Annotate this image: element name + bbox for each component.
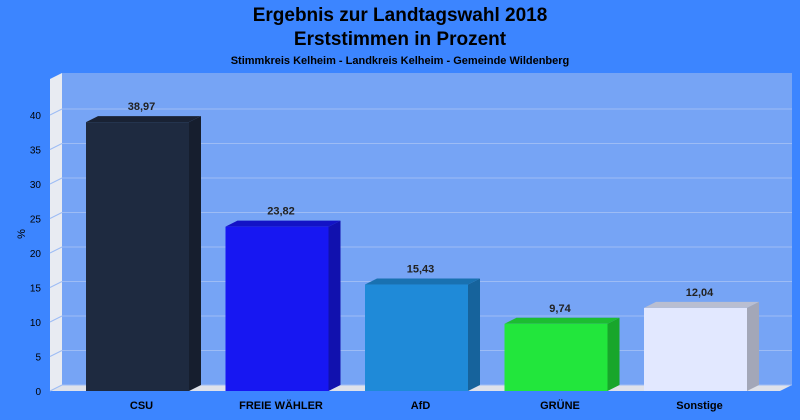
grid-line-wall: [49, 350, 63, 357]
x-tick-label: FREIE WÄHLER: [239, 399, 323, 412]
bar-front: [225, 226, 329, 391]
y-tick-label: 30: [30, 180, 42, 191]
x-tick-label: GRÜNE: [540, 399, 580, 412]
y-tick-label: 0: [35, 387, 41, 398]
grid-line-wall: [49, 315, 63, 323]
y-tick-label: 40: [30, 111, 42, 122]
value-label: 15,43: [407, 264, 435, 276]
y-tick-label: 25: [30, 215, 42, 226]
bar-grüne: 9,74: [504, 303, 620, 391]
bar-side: [607, 317, 620, 391]
bar-freie-wähler: 23,82: [225, 206, 341, 391]
value-label: 12,04: [686, 287, 714, 299]
bar-top: [365, 278, 480, 285]
bar-front: [365, 284, 468, 391]
bar-side: [468, 278, 480, 391]
y-tick-label: 10: [30, 318, 42, 329]
y-axis-ticks: 0 5 10 15 20 25 30 35 40: [30, 111, 42, 398]
bar-front: [86, 122, 189, 392]
bar-side: [189, 116, 201, 392]
grid-line-wall: [49, 281, 63, 288]
chart-subtitle: Erststimmen in Prozent: [293, 29, 507, 50]
grid-line-wall: [49, 246, 63, 254]
y-tick-label: 35: [30, 146, 42, 157]
x-tick-label: Sonstige: [676, 400, 722, 412]
chart-subtitle-2: Stimmkreis Kelheim - Landkreis Kelheim -…: [230, 55, 570, 67]
y-tick-label: 15: [30, 284, 42, 295]
y-tick-label: 20: [30, 249, 42, 260]
bar-csu: 38,97: [86, 101, 201, 392]
bar-top: [644, 301, 759, 308]
value-label: 38,97: [128, 101, 156, 113]
bar-front: [644, 307, 747, 391]
bar-front: [504, 323, 608, 391]
y-axis-label: %: [16, 229, 28, 239]
grid-line-wall: [49, 108, 63, 116]
bar-afd: 15,43: [365, 264, 480, 391]
bar-sonstige: 12,04: [644, 287, 759, 391]
value-label: 23,82: [267, 206, 295, 218]
y-tick-label: 5: [35, 353, 41, 364]
bars: 38,97 23,82 15,43 9,74 12,04: [86, 101, 759, 392]
grid-line-wall: [49, 384, 63, 392]
x-axis-categories: CSU FREIE WÄHLER AfD GRÜNE Sonstige: [130, 399, 723, 412]
bar-top: [504, 317, 620, 324]
bar-top: [225, 220, 341, 227]
value-label: 9,74: [549, 303, 571, 315]
chart-title: Ergebnis zur Landtagswahl 2018: [252, 5, 548, 26]
bar-top: [86, 116, 201, 123]
x-tick-label: AfD: [411, 400, 431, 412]
bar-side: [328, 220, 341, 391]
grid-line-wall: [49, 212, 63, 219]
grid-line-wall: [49, 143, 63, 150]
plot-wall-left: [50, 73, 62, 391]
grid-line-wall: [49, 177, 63, 185]
bar-side: [747, 301, 759, 391]
x-tick-label: CSU: [130, 400, 153, 412]
